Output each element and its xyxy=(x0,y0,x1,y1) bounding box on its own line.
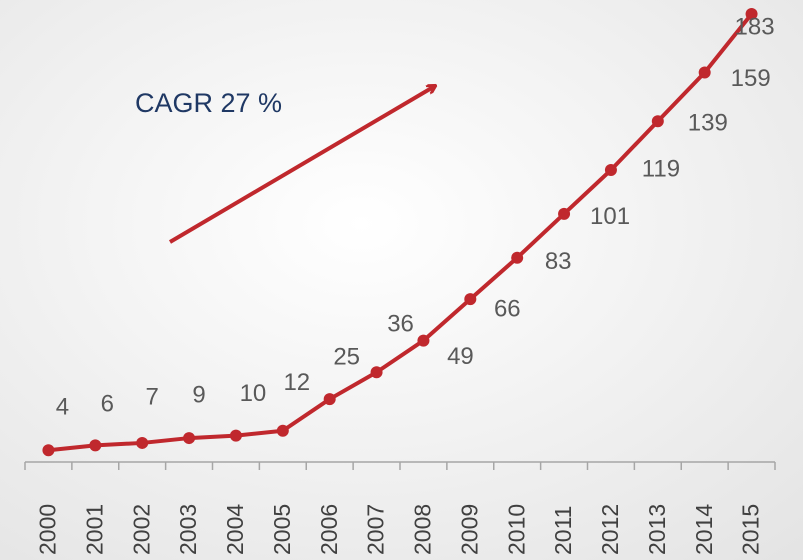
x-tick-label: 2005 xyxy=(269,504,295,555)
data-point xyxy=(558,207,571,220)
trend-arrow xyxy=(168,86,435,244)
data-point xyxy=(229,429,242,442)
x-tick-label: 2013 xyxy=(644,504,670,555)
data-label: 83 xyxy=(545,248,572,275)
data-point xyxy=(511,251,524,264)
data-label: 183 xyxy=(735,13,775,40)
x-tick-label: 2000 xyxy=(35,504,61,555)
x-tick-label: 2010 xyxy=(503,504,529,555)
data-point xyxy=(183,432,196,445)
x-tick-label: 2001 xyxy=(81,504,107,555)
x-tick-label: 2004 xyxy=(222,504,248,555)
x-tick-label: 2008 xyxy=(410,504,436,555)
data-label: 10 xyxy=(240,380,267,407)
x-tick-label: 2007 xyxy=(363,504,389,555)
data-label: 49 xyxy=(447,343,474,370)
data-label: 12 xyxy=(283,369,310,396)
data-label: 4 xyxy=(56,394,69,421)
data-label: 119 xyxy=(642,155,680,182)
data-point xyxy=(276,424,289,437)
data-label: 9 xyxy=(192,381,205,408)
series-line xyxy=(48,12,754,453)
data-point xyxy=(698,66,711,79)
x-tick-label: 2009 xyxy=(456,504,482,555)
data-label: 6 xyxy=(101,391,114,418)
data-label: 66 xyxy=(494,295,521,322)
x-tick-label: 2003 xyxy=(175,504,201,555)
x-tick-label: 2015 xyxy=(738,504,764,555)
data-point xyxy=(323,393,336,406)
data-point xyxy=(89,439,102,452)
data-label: 36 xyxy=(387,311,414,338)
annotation: CAGR 27 % xyxy=(135,88,282,118)
data-point xyxy=(136,436,149,449)
data-point xyxy=(651,115,664,128)
data-point xyxy=(745,8,758,20)
data-point xyxy=(464,293,477,306)
data-point xyxy=(42,444,55,457)
data-label: 139 xyxy=(688,110,728,137)
data-point xyxy=(604,163,617,176)
data-point xyxy=(370,366,383,379)
x-tick-label: 2002 xyxy=(128,504,154,555)
x-tick-label: 2012 xyxy=(597,504,623,555)
x-tick-label: 2011 xyxy=(550,506,576,555)
data-label: 101 xyxy=(590,203,630,230)
x-tick-label: 2006 xyxy=(316,504,342,555)
data-label: 7 xyxy=(146,383,159,410)
data-label: 25 xyxy=(333,343,360,370)
data-point xyxy=(417,334,430,347)
data-label: 159 xyxy=(731,65,771,92)
x-tick-label: 2014 xyxy=(691,504,717,555)
